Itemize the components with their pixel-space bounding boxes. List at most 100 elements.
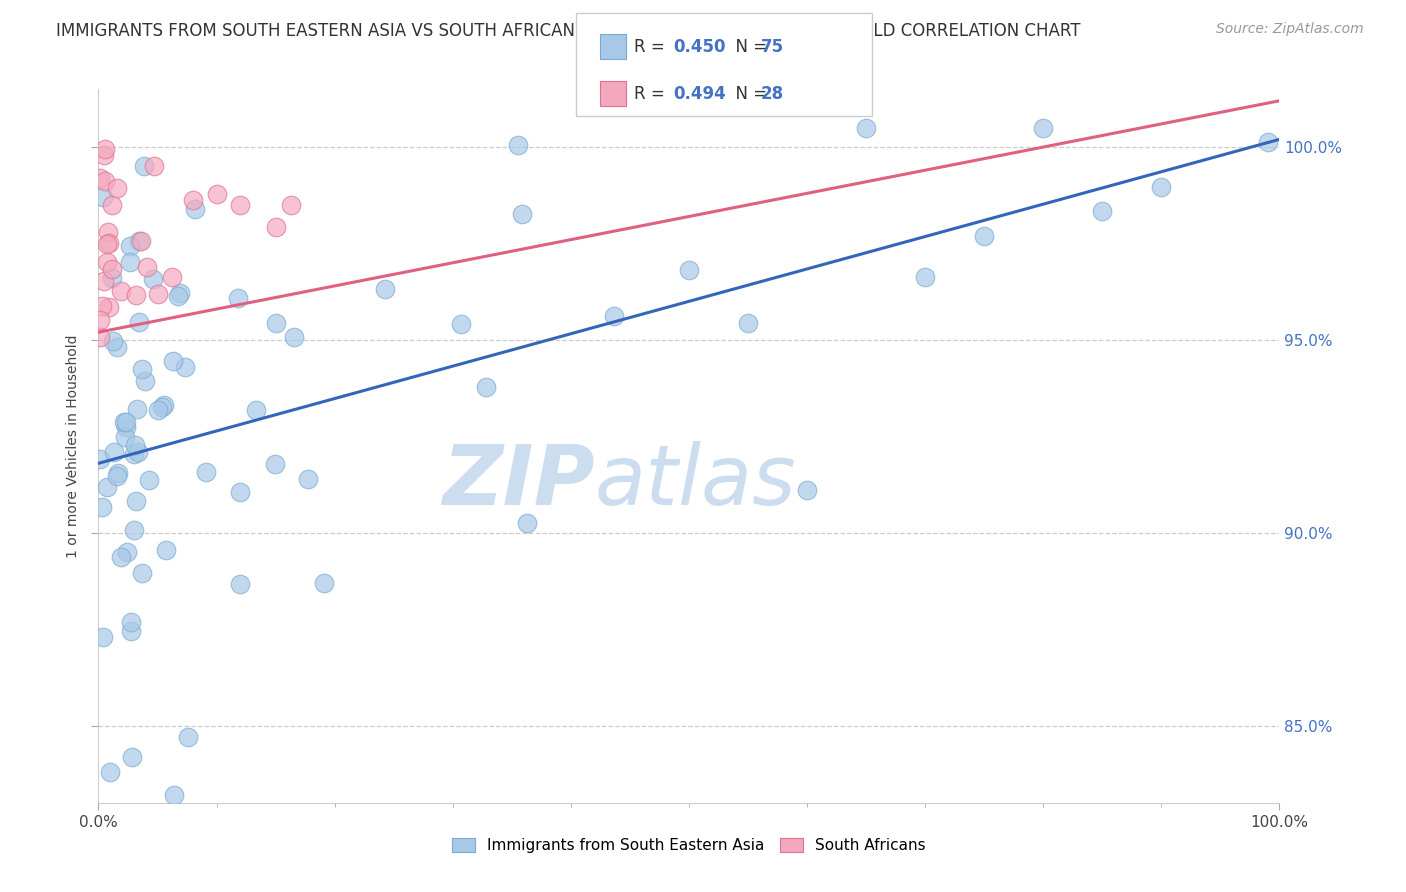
Point [283, 330, 305, 344]
Point [131, 566, 153, 580]
Point [125, 401, 148, 416]
Point [94, 142, 117, 156]
Text: N =: N = [725, 85, 773, 103]
Point [152, 398, 174, 412]
Text: 0.450: 0.450 [673, 37, 725, 56]
Point [167, 289, 190, 303]
Text: R =: R = [634, 37, 671, 56]
Point [125, 287, 148, 301]
Point [169, 285, 191, 300]
Point [103, 445, 125, 459]
Point [91, 500, 114, 515]
Point [194, 465, 217, 479]
Point [173, 359, 195, 374]
Point [96, 254, 118, 268]
Point [516, 516, 538, 530]
Point [150, 401, 173, 415]
Point [124, 438, 146, 452]
Point [134, 374, 156, 388]
Point [264, 220, 287, 235]
Point [120, 255, 142, 269]
Point [122, 447, 145, 461]
Point [1032, 120, 1054, 135]
Point [1150, 180, 1173, 194]
Point [737, 316, 759, 330]
Point [132, 160, 155, 174]
Text: N =: N = [725, 37, 773, 56]
Point [101, 270, 124, 285]
Y-axis label: 1 or more Vehicles in Household: 1 or more Vehicles in Household [66, 334, 80, 558]
Point [112, 415, 135, 429]
Point [229, 577, 252, 591]
Point [115, 420, 138, 434]
Point [297, 472, 319, 486]
Text: ZIP: ZIP [441, 442, 595, 522]
Point [114, 416, 136, 430]
Point [101, 334, 124, 348]
Point [110, 550, 132, 565]
Point [264, 458, 287, 472]
Point [796, 483, 818, 497]
Point [374, 282, 396, 296]
Point [264, 317, 287, 331]
Point [603, 310, 626, 324]
Point [89, 451, 111, 466]
Text: IMMIGRANTS FROM SOUTH EASTERN ASIA VS SOUTH AFRICAN 1 OR MORE VEHICLES IN HOUSEH: IMMIGRANTS FROM SOUTH EASTERN ASIA VS SO… [56, 22, 1081, 40]
Text: Source: ZipAtlas.com: Source: ZipAtlas.com [1216, 22, 1364, 37]
Point [96, 480, 118, 494]
Point [163, 788, 186, 802]
Point [105, 181, 128, 195]
Point [229, 484, 252, 499]
Point [280, 198, 302, 212]
Point [96, 237, 118, 252]
Point [101, 262, 124, 277]
Text: 75: 75 [761, 37, 783, 56]
Point [312, 576, 335, 591]
Point [131, 362, 153, 376]
Text: 28: 28 [761, 85, 783, 103]
Point [98, 301, 121, 315]
Point [1257, 135, 1279, 149]
Point [205, 186, 228, 201]
Point [89, 313, 111, 327]
Text: atlas: atlas [595, 442, 796, 522]
Point [107, 466, 129, 480]
Point [93, 274, 115, 288]
Point [98, 236, 121, 251]
Point [128, 234, 150, 248]
Point [226, 291, 249, 305]
Point [110, 284, 132, 298]
Point [162, 354, 184, 368]
Point [122, 523, 145, 537]
Point [510, 207, 533, 221]
Point [177, 730, 200, 744]
Point [146, 287, 169, 301]
Point [146, 403, 169, 417]
Point [94, 173, 117, 187]
Point [100, 198, 122, 212]
Point [129, 234, 152, 248]
Point [678, 263, 700, 277]
Point [181, 194, 204, 208]
Point [160, 269, 183, 284]
Point [114, 430, 136, 444]
Point [118, 239, 141, 253]
Point [127, 445, 149, 459]
Point [90, 299, 112, 313]
Point [97, 225, 120, 239]
Point [128, 315, 150, 329]
Point [121, 749, 143, 764]
Point [229, 198, 252, 212]
Point [124, 494, 146, 508]
Point [855, 120, 877, 135]
Point [474, 380, 496, 394]
Legend: Immigrants from South Eastern Asia, South Africans: Immigrants from South Eastern Asia, Sout… [446, 831, 932, 859]
Point [1091, 204, 1114, 219]
Point [120, 615, 142, 629]
Point [91, 190, 114, 204]
Point [91, 630, 114, 644]
Point [138, 473, 160, 487]
Text: R =: R = [634, 85, 671, 103]
Point [506, 137, 529, 152]
Point [973, 228, 995, 243]
